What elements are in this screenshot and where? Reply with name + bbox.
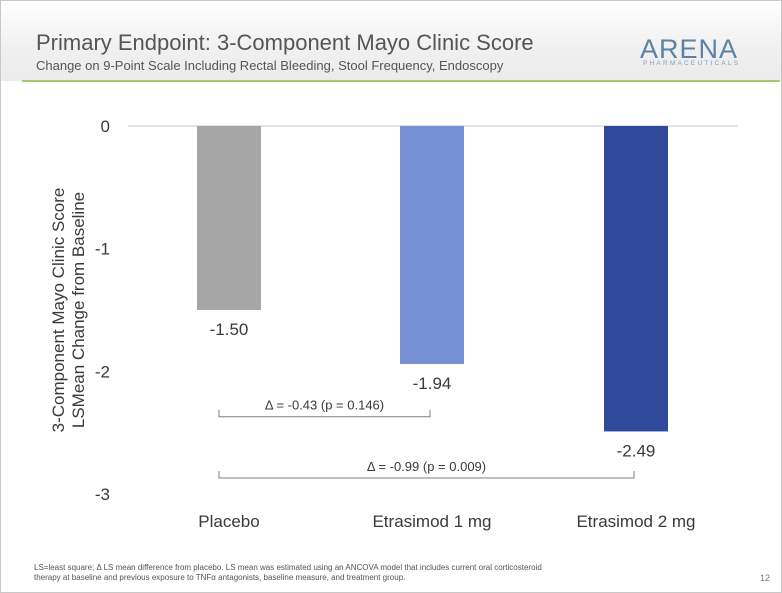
x-category-label: Etrasimod 2 mg xyxy=(576,512,695,531)
bar-value-label: -1.94 xyxy=(413,374,452,393)
slide-title: Primary Endpoint: 3-Component Mayo Clini… xyxy=(36,30,534,55)
bar-layer xyxy=(197,126,668,432)
annotation-layer: Δ = -0.43 (p = 0.146) Δ = -0.99 (p = 0.00… xyxy=(218,398,635,479)
bar-3 xyxy=(604,126,668,432)
label-layer: -1.50 Placebo -1.94 Etrasimod 1 mg -2.49 Etra… xyxy=(198,320,695,531)
y-tick-label: -3 xyxy=(95,485,110,504)
logo-tagline: PHARMACEUTICALS xyxy=(643,60,741,67)
y-tick-label: 0 xyxy=(101,117,110,136)
header-accent-rule xyxy=(22,80,780,82)
delta-annotation-2: Δ = -0.99 (p = 0.009) xyxy=(367,459,486,474)
y-axis-label-line-2: LSMean Change from Baseline xyxy=(69,192,88,428)
x-category-label: Etrasimod 1 mg xyxy=(372,512,491,531)
footnote-line-1: LS=least square; Δ LS mean difference fr… xyxy=(34,563,542,572)
bar-1 xyxy=(197,126,261,310)
y-tick-label: -2 xyxy=(95,362,110,381)
axis-layer: 0 -1 -2 -3 3-Component Mayo Clinic ScoreLSMe… xyxy=(49,117,738,504)
footnote-line-2: therapy at baseline and previous exposur… xyxy=(34,573,406,582)
delta-bracket-2 xyxy=(218,471,635,479)
footnote: LS=least square; Δ LS mean difference fr… xyxy=(34,563,714,583)
header-band xyxy=(1,1,781,81)
y-tick-label: -1 xyxy=(95,240,110,259)
arena-logo: ARENA PHARMACEUTICALS xyxy=(640,34,752,70)
y-axis-label-line-1: 3-Component Mayo Clinic Score xyxy=(49,188,68,433)
page-number: 12 xyxy=(760,573,771,583)
bar-value-label: -2.49 xyxy=(617,441,656,460)
bar-2 xyxy=(400,126,464,364)
bar-value-label: -1.50 xyxy=(210,320,249,339)
x-category-label: Placebo xyxy=(198,512,259,531)
y-axis-label: 3-Component Mayo Clinic ScoreLSMean Chan… xyxy=(49,188,88,433)
delta-bracket-1 xyxy=(218,409,431,418)
delta-annotation-1: Δ = -0.43 (p = 0.146) xyxy=(265,398,384,413)
logo-wordmark: ARENA xyxy=(640,34,739,64)
slide-subtitle: Change on 9-Point Scale Including Rectal… xyxy=(36,58,504,73)
